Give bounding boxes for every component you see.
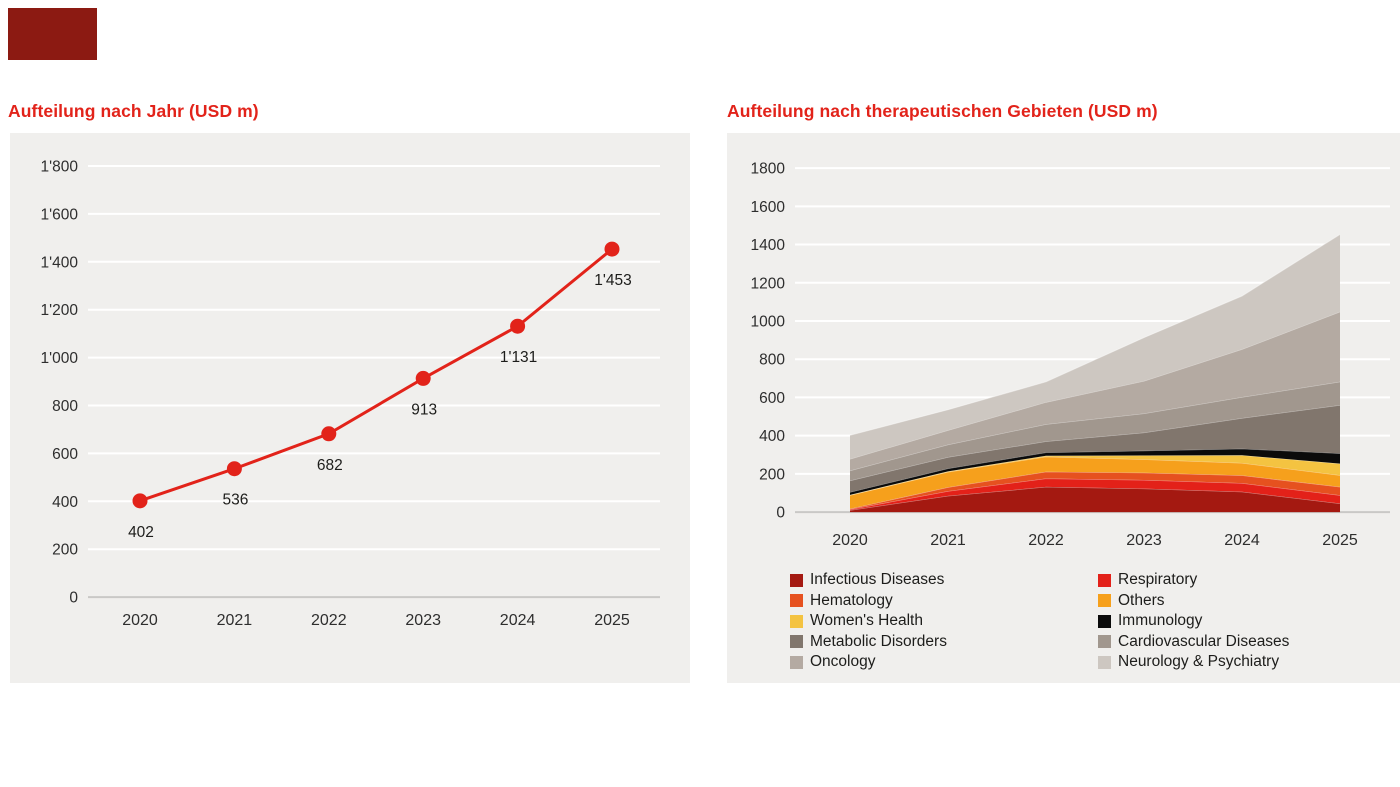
data-point-label: 1'453 bbox=[594, 272, 631, 289]
legend-item: Respiratory bbox=[1098, 570, 1197, 590]
data-point-marker bbox=[604, 241, 620, 257]
y-tick-label: 0 bbox=[69, 590, 78, 607]
area-layer bbox=[850, 234, 1340, 459]
line-chart-canvas: 1'800 1'600 1'400 1'200 1'000 800 600 400 200 0 20… bbox=[10, 133, 690, 683]
y-tick-label: 1800 bbox=[751, 161, 786, 178]
x-tick-label: 2020 bbox=[832, 532, 868, 549]
y-tick-label: 800 bbox=[52, 398, 78, 415]
legend-label: Infectious Diseases bbox=[810, 571, 945, 588]
y-tick-label: 0 bbox=[776, 505, 785, 522]
legend-swatch bbox=[1098, 655, 1111, 669]
data-point-label: 913 bbox=[411, 401, 437, 418]
legend-label: Immunology bbox=[1118, 612, 1203, 630]
legend-swatch bbox=[1098, 594, 1111, 608]
y-tick-label: 1000 bbox=[751, 313, 786, 330]
y-tick-label: 1'400 bbox=[41, 254, 79, 271]
legend-label: Oncology bbox=[810, 653, 876, 671]
x-tick-label: 2022 bbox=[1028, 532, 1064, 549]
data-point-label: 1'131 bbox=[500, 349, 537, 366]
area-layer-boundary bbox=[849, 233, 1341, 436]
data-point-marker bbox=[132, 493, 148, 509]
x-tick-label: 2022 bbox=[311, 612, 347, 629]
legend-item: Neurology & Psychiatry bbox=[1098, 652, 1279, 672]
data-point-label: 536 bbox=[222, 492, 248, 509]
x-tick-label: 2025 bbox=[1322, 532, 1358, 549]
area-layer bbox=[850, 381, 1340, 481]
line-series bbox=[139, 247, 613, 503]
x-tick-label: 2023 bbox=[405, 612, 441, 629]
y-tick-label: 200 bbox=[759, 466, 785, 483]
legend-item: Infectious Diseases bbox=[790, 570, 944, 590]
x-tick-label: 2020 bbox=[122, 612, 158, 629]
area-layer bbox=[850, 405, 1340, 493]
area-chart-title: Aufteilung nach therapeutischen Gebieten… bbox=[727, 101, 1158, 121]
area-chart-canvas: 1800 1600 1400 1200 1000 800 600 400 200 0 2020 202… bbox=[727, 133, 1400, 683]
x-tick-label: 2021 bbox=[930, 532, 966, 549]
legend-label: Hematology bbox=[810, 591, 893, 609]
y-tick-label: 800 bbox=[759, 352, 785, 369]
x-tick-label: 2024 bbox=[1224, 532, 1260, 549]
y-tick-label: 600 bbox=[52, 446, 78, 463]
y-tick-label: 1'800 bbox=[41, 159, 79, 176]
data-point-marker bbox=[321, 426, 337, 442]
legend-label: Neurology & Psychiatry bbox=[1118, 653, 1280, 671]
area-layer bbox=[850, 471, 1340, 510]
data-point-marker bbox=[415, 370, 431, 386]
legend-item: Immunology bbox=[1098, 611, 1202, 631]
x-tick-label: 2024 bbox=[500, 612, 536, 629]
chart-panel-background bbox=[10, 133, 690, 683]
legend-label: Women's Health bbox=[810, 612, 923, 630]
area-layer bbox=[850, 456, 1340, 509]
legend-label: Metabolic Disorders bbox=[810, 632, 947, 650]
logo-block bbox=[8, 8, 97, 60]
y-tick-label: 1'600 bbox=[41, 206, 79, 223]
x-tick-label: 2021 bbox=[217, 612, 253, 629]
y-tick-label: 200 bbox=[52, 542, 78, 559]
legend-swatch bbox=[790, 635, 803, 649]
data-point-marker bbox=[510, 318, 526, 334]
legend-swatch bbox=[790, 594, 803, 608]
y-tick-label: 1200 bbox=[751, 275, 786, 292]
y-tick-label: 400 bbox=[52, 494, 78, 511]
legend-item: Cardiovascular Diseases bbox=[1098, 632, 1289, 652]
legend-swatch bbox=[790, 573, 803, 587]
area-layer bbox=[850, 311, 1340, 471]
legend-label: Cardiovascular Diseases bbox=[1118, 632, 1290, 650]
x-tick-label: 2025 bbox=[594, 612, 630, 629]
y-tick-label: 600 bbox=[759, 390, 785, 407]
legend-swatch bbox=[790, 655, 803, 669]
y-tick-label: 400 bbox=[759, 428, 785, 445]
area-layer bbox=[850, 448, 1340, 495]
legend-item: Women's Health bbox=[790, 611, 923, 631]
x-tick-label: 2023 bbox=[1126, 532, 1162, 549]
legend-label: Respiratory bbox=[1118, 571, 1198, 588]
data-point-label: 402 bbox=[128, 524, 154, 541]
y-tick-label: 1400 bbox=[751, 237, 786, 254]
legend-label: Others bbox=[1118, 591, 1165, 609]
legend-swatch bbox=[1098, 635, 1111, 649]
data-point-label: 682 bbox=[317, 457, 343, 474]
legend-item: Metabolic Disorders bbox=[790, 632, 947, 652]
y-tick-label: 1'000 bbox=[41, 350, 79, 367]
legend-item: Oncology bbox=[790, 652, 875, 672]
legend-swatch bbox=[790, 614, 803, 628]
line-chart-title: Aufteilung nach Jahr (USD m) bbox=[8, 101, 259, 121]
legend-swatch bbox=[1098, 614, 1111, 628]
y-tick-label: 1'200 bbox=[41, 302, 79, 319]
area-layer bbox=[850, 486, 1340, 513]
y-tick-label: 1600 bbox=[751, 199, 786, 216]
data-point-marker bbox=[226, 461, 242, 477]
legend-swatch bbox=[1098, 573, 1111, 587]
legend-item: Hematology bbox=[790, 591, 893, 611]
area-layer bbox=[850, 478, 1340, 511]
legend-item: Others bbox=[1098, 591, 1165, 611]
